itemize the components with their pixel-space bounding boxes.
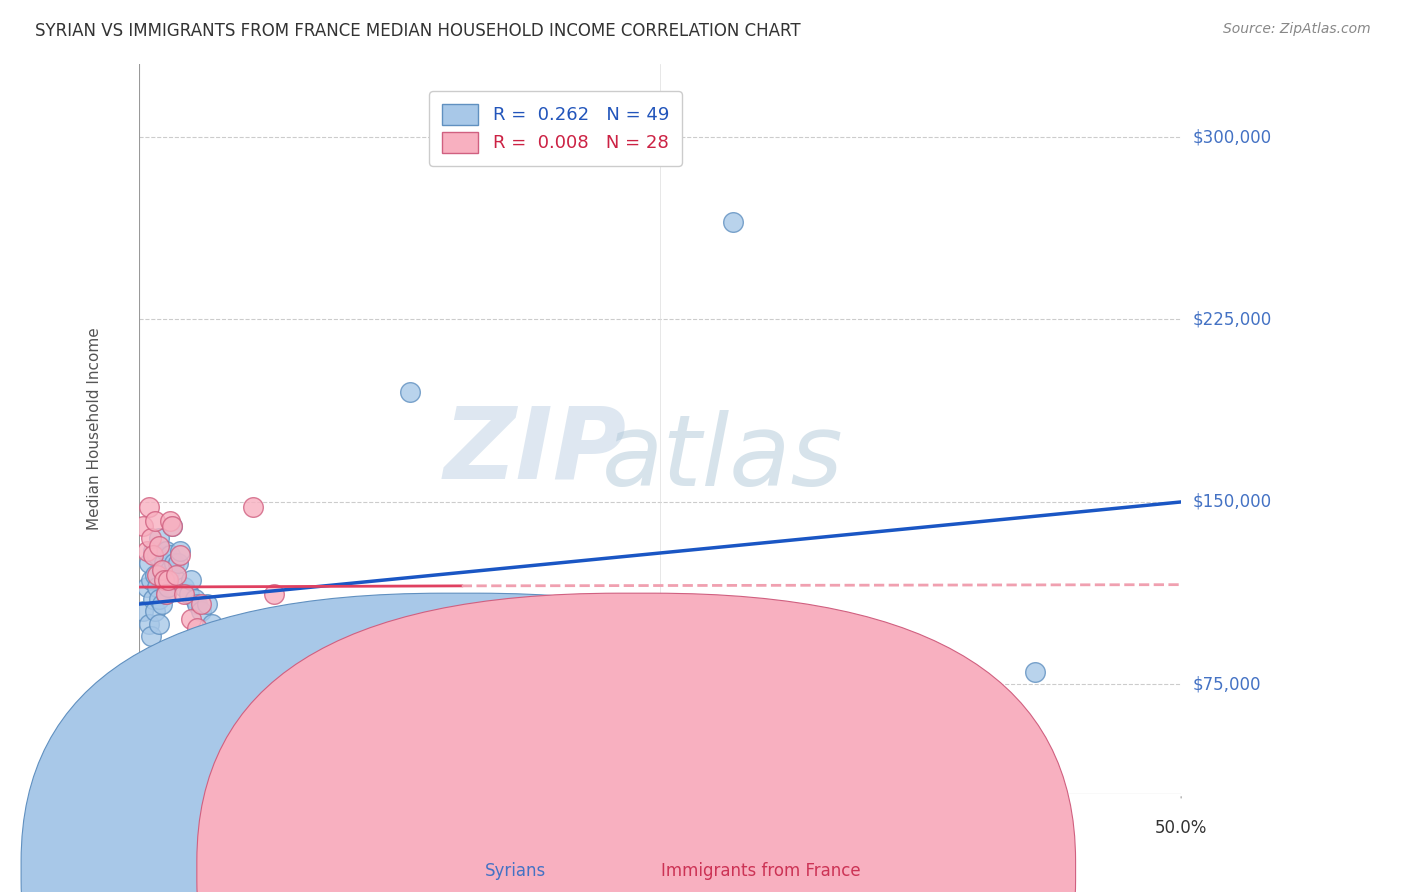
Point xyxy=(142,549,165,563)
Point xyxy=(148,539,170,553)
Point xyxy=(132,604,155,618)
Point xyxy=(190,597,212,611)
Point xyxy=(167,556,190,570)
Point xyxy=(207,629,229,643)
Point xyxy=(450,660,472,674)
Text: atlas: atlas xyxy=(602,409,844,507)
Point xyxy=(148,616,170,631)
Point xyxy=(207,646,229,660)
Point xyxy=(1024,665,1046,680)
Text: $300,000: $300,000 xyxy=(1192,128,1271,146)
Point xyxy=(315,636,337,650)
Point xyxy=(138,616,160,631)
Point xyxy=(169,549,191,563)
Point xyxy=(159,515,181,529)
Point xyxy=(163,556,186,570)
Point xyxy=(221,646,243,660)
Text: Syrians: Syrians xyxy=(485,862,547,880)
Point xyxy=(165,573,187,587)
Text: SYRIAN VS IMMIGRANTS FROM FRANCE MEDIAN HOUSEHOLD INCOME CORRELATION CHART: SYRIAN VS IMMIGRANTS FROM FRANCE MEDIAN … xyxy=(35,22,801,40)
Point xyxy=(152,573,174,587)
Point xyxy=(169,543,191,558)
Point xyxy=(138,500,160,514)
Text: 0.0%: 0.0% xyxy=(118,819,159,837)
Point xyxy=(200,616,222,631)
Point xyxy=(305,726,328,740)
Point xyxy=(160,519,183,533)
Point xyxy=(146,549,169,563)
Point xyxy=(156,568,179,582)
Point xyxy=(148,532,170,546)
Point xyxy=(132,519,155,533)
Point xyxy=(173,580,195,594)
Text: $75,000: $75,000 xyxy=(1192,675,1261,693)
Point xyxy=(139,573,162,587)
Text: 50.0%: 50.0% xyxy=(1154,819,1208,837)
Point xyxy=(152,556,174,570)
Point xyxy=(173,587,195,601)
Point xyxy=(156,573,179,587)
Point xyxy=(273,694,295,708)
Point xyxy=(139,629,162,643)
Legend: R =  0.262   N = 49, R =  0.008   N = 28: R = 0.262 N = 49, R = 0.008 N = 28 xyxy=(429,91,682,166)
Point xyxy=(143,568,166,582)
Point xyxy=(155,587,177,601)
Point xyxy=(135,543,157,558)
Point xyxy=(242,500,264,514)
Point xyxy=(195,597,218,611)
Point xyxy=(253,677,276,691)
Point xyxy=(186,622,208,636)
Point xyxy=(177,587,200,601)
Point xyxy=(228,636,250,650)
Text: $225,000: $225,000 xyxy=(1192,310,1271,328)
Point xyxy=(135,580,157,594)
Text: ZIP: ZIP xyxy=(443,402,626,500)
Point xyxy=(146,568,169,582)
Point xyxy=(195,636,218,650)
Point xyxy=(155,587,177,601)
Point xyxy=(156,580,179,594)
Point xyxy=(146,580,169,594)
Point xyxy=(184,592,207,607)
Point xyxy=(228,653,250,667)
Point xyxy=(211,640,233,655)
Point xyxy=(190,604,212,618)
Point xyxy=(180,573,202,587)
Point xyxy=(148,592,170,607)
Point xyxy=(150,563,173,577)
Point xyxy=(152,573,174,587)
Point xyxy=(139,532,162,546)
Point xyxy=(215,660,238,674)
Point xyxy=(180,612,202,626)
Text: Immigrants from France: Immigrants from France xyxy=(661,862,860,880)
Point xyxy=(159,563,181,577)
Point xyxy=(143,604,166,618)
Point xyxy=(721,215,744,229)
Point xyxy=(263,587,285,601)
Point xyxy=(150,597,173,611)
Point xyxy=(143,515,166,529)
Point xyxy=(155,543,177,558)
Point xyxy=(236,665,259,680)
Point xyxy=(142,543,165,558)
Point xyxy=(398,385,420,400)
Point xyxy=(159,549,181,563)
Text: Median Household Income: Median Household Income xyxy=(87,327,103,531)
Point xyxy=(186,597,208,611)
Text: Source: ZipAtlas.com: Source: ZipAtlas.com xyxy=(1223,22,1371,37)
Point xyxy=(160,519,183,533)
Point xyxy=(138,556,160,570)
Point xyxy=(165,568,187,582)
Point xyxy=(150,563,173,577)
Text: $150,000: $150,000 xyxy=(1192,493,1271,511)
Point xyxy=(142,592,165,607)
